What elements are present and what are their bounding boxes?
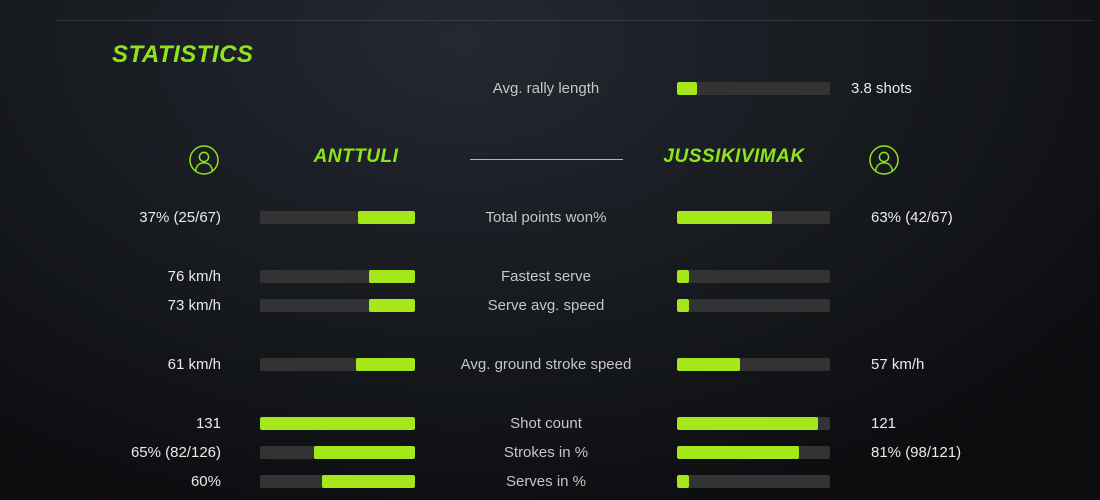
stat-label: Strokes in % [503, 444, 589, 461]
rally-length-value: 3.8 shots [851, 80, 912, 97]
right-player-name: JUSSIKIVIMAK [663, 146, 805, 167]
bar-fill [356, 358, 415, 371]
right-player-value: 57 km/h [871, 356, 925, 373]
stat-row-shot-count: 131 Shot count 121 [0, 414, 1100, 434]
user-icon [188, 144, 220, 176]
left-player-value: 73 km/h [167, 297, 221, 314]
stat-row-serves-in: 60% Serves in % [0, 472, 1100, 492]
right-player-bar [677, 358, 830, 371]
bar-fill [677, 211, 772, 224]
right-player-bar [677, 417, 830, 430]
right-player-bar [677, 211, 830, 224]
bar-fill [677, 270, 690, 283]
stat-label: Shot count [510, 415, 582, 432]
top-divider [55, 20, 1094, 21]
stat-label: Avg. ground stroke speed [460, 356, 632, 373]
left-player-value: 60% [190, 473, 221, 490]
stat-row-total-points: 37% (25/67) Total points won% 63% (42/67… [0, 208, 1100, 228]
bar-fill [677, 446, 800, 459]
bar-fill [368, 270, 415, 283]
right-player-value: 121 [871, 415, 897, 432]
rally-length-row: Avg. rally length 3.8 shots [0, 79, 1100, 99]
left-player-name: ANTTULI [313, 146, 399, 167]
stat-label: Serve avg. speed [487, 297, 605, 314]
stat-label: Total points won% [485, 209, 607, 226]
stat-label: Serves in % [505, 473, 587, 490]
left-player-bar [260, 446, 415, 459]
right-player-bar [677, 270, 830, 283]
left-player-bar [260, 358, 415, 371]
user-icon [868, 144, 900, 176]
left-player-value: 37% (25/67) [139, 209, 221, 226]
right-player-value: 81% (98/121) [871, 444, 962, 461]
bar-fill [314, 446, 415, 459]
stat-row-ground-stroke-speed: 61 km/h Avg. ground stroke speed 57 km/h [0, 355, 1100, 375]
stat-row-fastest-serve: 76 km/h Fastest serve [0, 267, 1100, 287]
left-player-bar [260, 270, 415, 283]
left-player-bar [260, 417, 415, 430]
left-player-bar [260, 211, 415, 224]
bar-fill [677, 475, 690, 488]
bar-fill [357, 211, 415, 224]
left-player-bar [260, 299, 415, 312]
stat-row-serve-avg-speed: 73 km/h Serve avg. speed [0, 296, 1100, 316]
left-player-value: 76 km/h [167, 268, 221, 285]
rally-length-label: Avg. rally length [492, 80, 600, 97]
right-player-value [871, 267, 1071, 287]
players-header: ANTTULI JUSSIKIVIMAK [0, 140, 1100, 180]
stat-label: Fastest serve [500, 268, 592, 285]
right-player-value [871, 472, 1071, 492]
left-player-bar [260, 475, 415, 488]
rally-length-bar-fill [677, 82, 697, 95]
right-player-bar [677, 299, 830, 312]
left-player-value: 65% (82/126) [130, 444, 221, 461]
bar-fill [677, 417, 818, 430]
left-player-value: 131 [195, 415, 221, 432]
right-player-bar [677, 475, 830, 488]
bar-fill [322, 475, 415, 488]
right-player-value [871, 296, 1071, 316]
rally-length-bar [677, 82, 830, 95]
left-player-value: 61 km/h [167, 356, 221, 373]
players-divider [470, 159, 623, 160]
bar-fill [677, 299, 690, 312]
right-player-bar [677, 446, 830, 459]
page-title: STATISTICS [112, 41, 254, 68]
bar-fill [260, 417, 415, 430]
stat-row-strokes-in: 65% (82/126) Strokes in % 81% (98/121) [0, 443, 1100, 463]
bar-fill [368, 299, 415, 312]
bar-fill [677, 358, 740, 371]
right-player-value: 63% (42/67) [871, 209, 953, 226]
